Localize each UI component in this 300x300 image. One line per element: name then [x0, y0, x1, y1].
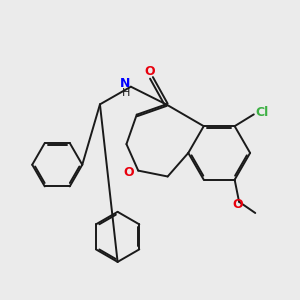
Text: H: H [122, 88, 130, 98]
Text: O: O [124, 167, 134, 179]
Text: O: O [145, 65, 155, 79]
Text: Cl: Cl [255, 106, 269, 119]
Text: O: O [232, 198, 243, 211]
Text: N: N [120, 77, 131, 90]
